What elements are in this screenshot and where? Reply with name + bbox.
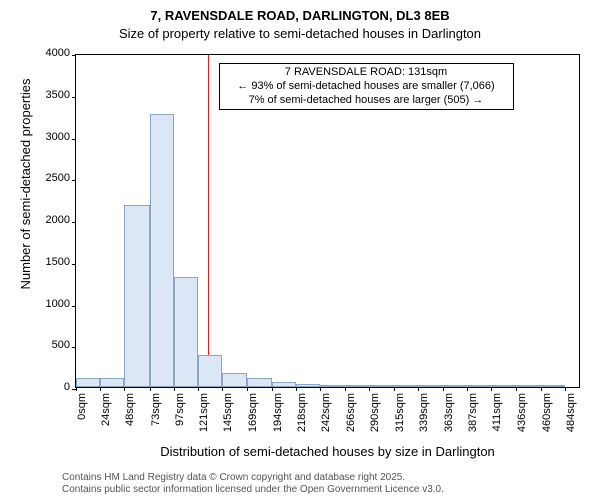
x-tick-label: 48sqm: [124, 387, 136, 426]
histogram-bar: [124, 205, 149, 387]
x-tick-label: 266sqm: [345, 387, 357, 432]
y-axis-label: Number of semi-detached properties: [18, 17, 33, 351]
x-tick-label: 363sqm: [443, 387, 455, 432]
x-tick-label: 387sqm: [467, 387, 479, 432]
y-tick-label: 1000: [46, 298, 76, 310]
y-tick-mark: [72, 222, 76, 223]
y-tick-mark: [72, 264, 76, 265]
histogram-bar: [150, 114, 174, 387]
y-tick-mark: [72, 139, 76, 140]
x-tick-label: 339sqm: [418, 387, 430, 432]
y-tick-label: 0: [64, 381, 76, 393]
y-tick-mark: [72, 55, 76, 56]
y-tick-label: 500: [52, 339, 76, 351]
chart-title-line1: 7, RAVENSDALE ROAD, DARLINGTON, DL3 8EB: [0, 8, 600, 23]
x-tick-label: 290sqm: [369, 387, 381, 432]
y-tick-mark: [72, 347, 76, 348]
x-tick-label: 97sqm: [174, 387, 186, 426]
x-tick-label: 24sqm: [100, 387, 112, 426]
y-tick-label: 4000: [46, 47, 76, 59]
annotation-line3: 7% of semi-detached houses are larger (5…: [224, 94, 509, 108]
credit-line1: Contains HM Land Registry data © Crown c…: [62, 472, 444, 484]
x-tick-label: 411sqm: [491, 387, 503, 431]
x-axis-label: Distribution of semi-detached houses by …: [75, 444, 580, 459]
x-tick-label: 484sqm: [565, 387, 577, 432]
credit-line2: Contains public sector information licen…: [62, 484, 444, 496]
y-tick-label: 2500: [46, 172, 76, 184]
x-tick-label: 460sqm: [541, 387, 553, 432]
annotation-line2: ← 93% of semi-detached houses are smalle…: [224, 80, 509, 94]
chart-container: 7, RAVENSDALE ROAD, DARLINGTON, DL3 8EB …: [0, 0, 600, 500]
histogram-bar: [247, 378, 272, 387]
y-tick-label: 3500: [46, 89, 76, 101]
x-tick-label: 121sqm: [198, 387, 210, 432]
x-tick-label: 436sqm: [516, 387, 528, 432]
histogram-bar: [198, 355, 222, 387]
x-tick-label: 0sqm: [76, 387, 88, 420]
y-tick-label: 3000: [46, 131, 76, 143]
x-tick-label: 145sqm: [222, 387, 234, 432]
x-tick-label: 73sqm: [150, 387, 162, 426]
reference-line: [208, 55, 209, 387]
histogram-bar: [174, 277, 198, 387]
y-tick-mark: [72, 306, 76, 307]
x-tick-label: 218sqm: [296, 387, 308, 432]
plot-area: 7 RAVENSDALE ROAD: 131sqm ← 93% of semi-…: [75, 54, 580, 388]
chart-title-line2: Size of property relative to semi-detach…: [0, 26, 600, 41]
histogram-bar: [76, 378, 100, 387]
y-tick-mark: [72, 97, 76, 98]
y-tick-mark: [72, 180, 76, 181]
credits: Contains HM Land Registry data © Crown c…: [62, 472, 444, 496]
x-tick-label: 315sqm: [394, 387, 406, 432]
x-tick-label: 169sqm: [247, 387, 259, 432]
annotation-box: 7 RAVENSDALE ROAD: 131sqm ← 93% of semi-…: [219, 63, 514, 110]
histogram-bar: [100, 378, 124, 387]
annotation-line1: 7 RAVENSDALE ROAD: 131sqm: [224, 66, 509, 80]
histogram-bar: [222, 373, 246, 387]
x-tick-label: 242sqm: [320, 387, 332, 432]
x-tick-label: 194sqm: [272, 387, 284, 432]
y-tick-label: 1500: [46, 256, 76, 268]
y-tick-label: 2000: [46, 214, 76, 226]
